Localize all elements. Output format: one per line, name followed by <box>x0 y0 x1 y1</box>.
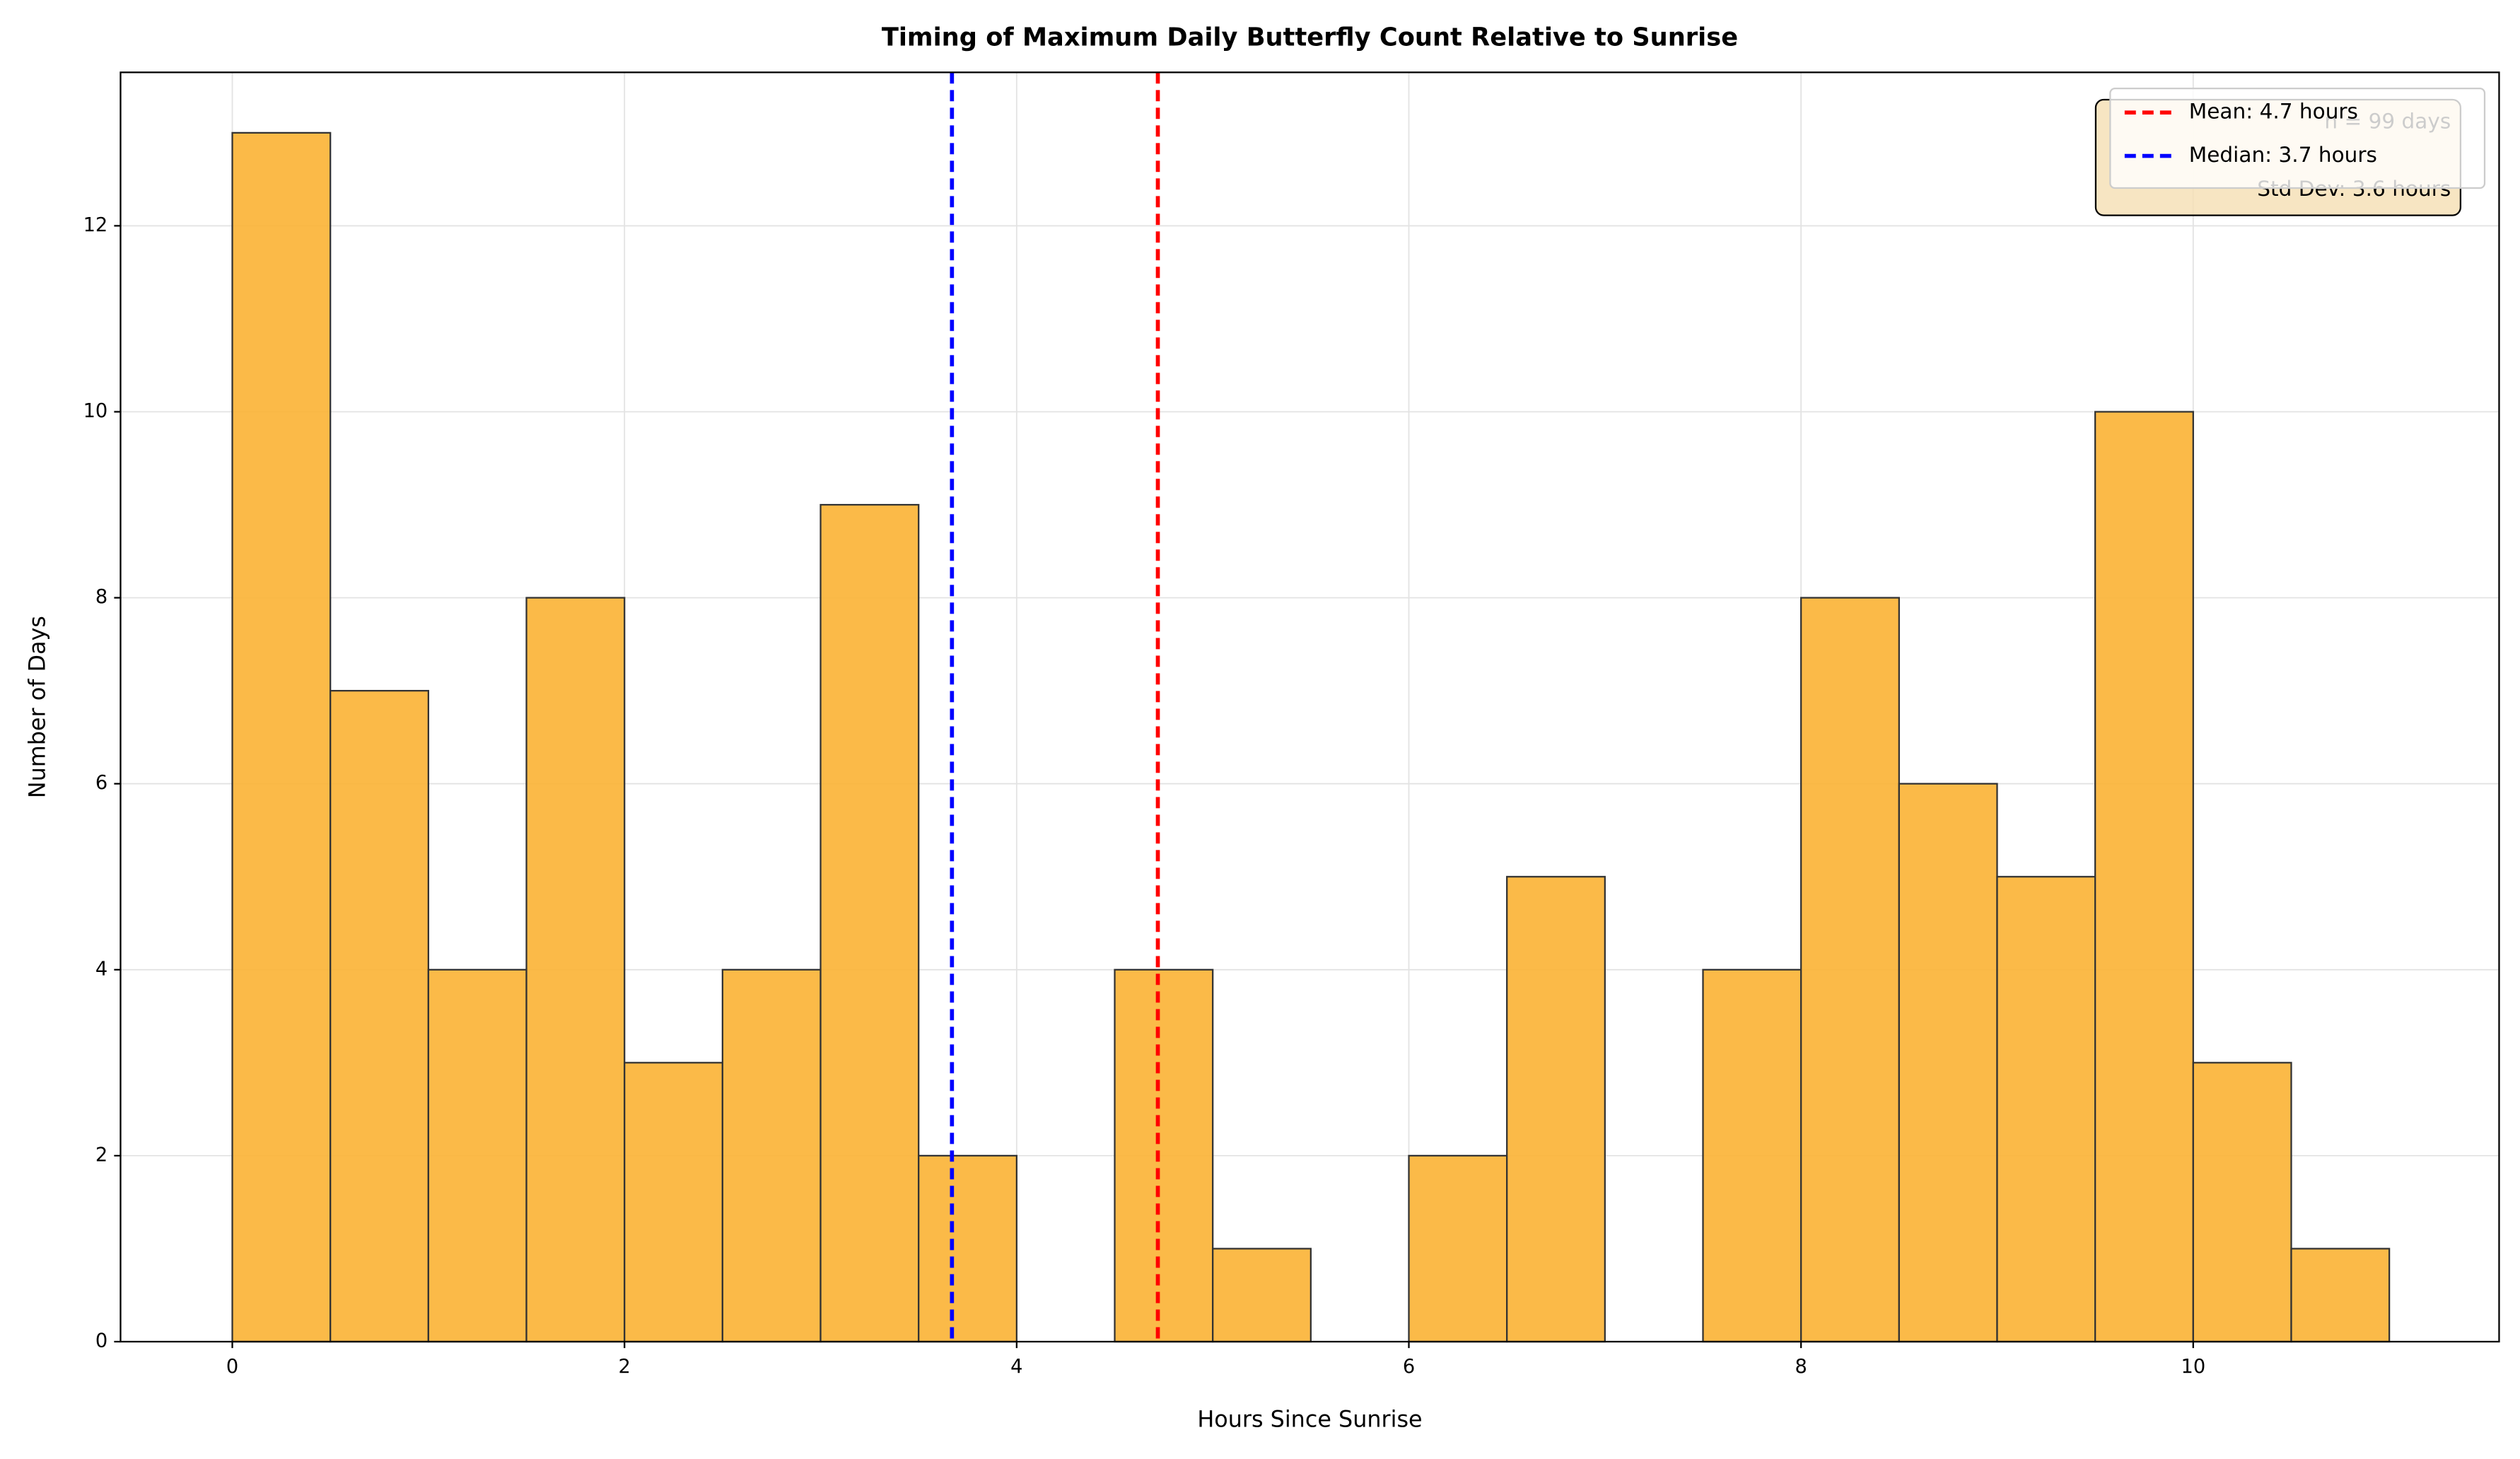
x-tick-label: 6 <box>1403 1356 1415 1378</box>
x-tick-label: 4 <box>1010 1356 1022 1378</box>
x-tick-label: 0 <box>226 1356 238 1378</box>
x-tick-label: 2 <box>619 1356 631 1378</box>
bar <box>2192 1062 2292 1343</box>
y-tick-label: 6 <box>95 772 107 794</box>
chart-title: Timing of Maximum Daily Butterfly Count … <box>882 23 1738 52</box>
x-axis-label: Hours Since Sunrise <box>1197 1405 1422 1432</box>
bar <box>1898 783 1998 1343</box>
y-axis-label: Number of Days <box>24 616 51 798</box>
bar <box>1408 1154 1508 1343</box>
bar <box>1506 876 1606 1343</box>
bar <box>2290 1248 2391 1343</box>
y-tick-label: 8 <box>95 586 107 608</box>
bar <box>1114 968 1214 1343</box>
legend-box <box>2109 87 2486 189</box>
x-tick-label: 8 <box>1795 1356 1807 1378</box>
bar <box>918 1154 1017 1343</box>
y-tick-label: 12 <box>83 214 108 236</box>
y-tick-label: 0 <box>95 1330 107 1352</box>
legend-label: Mean: 4.7 hours <box>2189 100 2358 124</box>
axes-frame <box>119 71 2500 1343</box>
y-tick-label: 4 <box>95 958 107 980</box>
bar <box>1702 968 1802 1343</box>
x-tick-label: 10 <box>2181 1356 2205 1378</box>
y-tick-label: 10 <box>83 400 108 422</box>
bar <box>624 1062 724 1343</box>
bar <box>1800 597 1900 1343</box>
bar <box>2094 411 2194 1343</box>
bar <box>329 690 430 1343</box>
legend-label: Median: 3.7 hours <box>2189 143 2377 167</box>
bar <box>721 968 822 1343</box>
bar <box>1996 876 2096 1343</box>
bar <box>819 503 920 1343</box>
bar <box>427 968 527 1343</box>
bar <box>525 597 626 1343</box>
bar <box>1212 1248 1312 1343</box>
bar <box>231 131 332 1343</box>
y-tick-label: 2 <box>95 1144 107 1166</box>
